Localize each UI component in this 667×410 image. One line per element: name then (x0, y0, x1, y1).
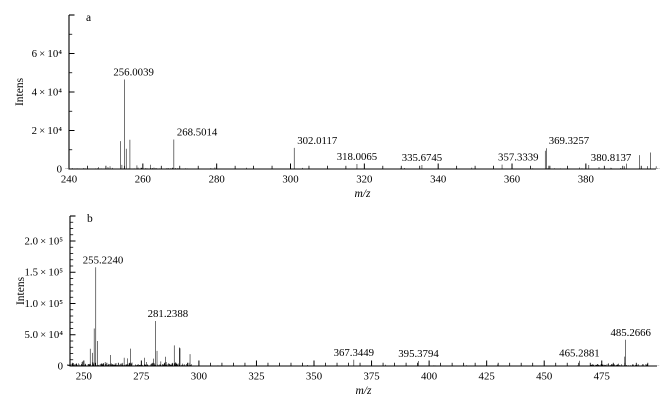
svg-text:260: 260 (135, 174, 151, 186)
svg-text:280: 280 (209, 174, 225, 186)
svg-text:380.8137: 380.8137 (591, 152, 632, 164)
svg-text:281.2388: 281.2388 (148, 308, 189, 320)
svg-text:340: 340 (430, 174, 446, 186)
svg-text:Intens: Intens (15, 276, 27, 305)
svg-text:256.0039: 256.0039 (113, 66, 153, 78)
svg-text:m/z: m/z (356, 385, 373, 397)
svg-text:2 × 10⁴: 2 × 10⁴ (32, 125, 63, 137)
svg-text:300: 300 (282, 174, 298, 186)
svg-text:302.0117: 302.0117 (297, 135, 338, 147)
svg-text:2.0 × 10⁵: 2.0 × 10⁵ (25, 235, 64, 247)
svg-text:450: 450 (536, 371, 552, 383)
svg-text:369.3257: 369.3257 (549, 135, 590, 147)
svg-text:485.2666: 485.2666 (610, 327, 651, 339)
svg-text:a: a (86, 12, 91, 24)
svg-text:240: 240 (61, 174, 77, 186)
svg-text:475: 475 (594, 371, 610, 383)
svg-text:465.2881: 465.2881 (559, 348, 600, 360)
svg-text:m/z: m/z (355, 188, 372, 200)
svg-text:380: 380 (578, 174, 594, 186)
svg-text:1.5 × 10⁵: 1.5 × 10⁵ (25, 267, 64, 279)
svg-text:275: 275 (133, 371, 149, 383)
svg-text:360: 360 (504, 174, 520, 186)
svg-text:1.0 × 10⁵: 1.0 × 10⁵ (25, 298, 64, 310)
svg-text:395.3794: 395.3794 (398, 348, 439, 360)
svg-text:425: 425 (479, 371, 495, 383)
svg-text:375: 375 (363, 371, 379, 383)
svg-text:335.6745: 335.6745 (402, 152, 443, 164)
svg-text:350: 350 (306, 371, 322, 383)
svg-text:400: 400 (421, 371, 437, 383)
svg-text:Intens: Intens (14, 77, 26, 106)
svg-text:318.0065: 318.0065 (337, 151, 378, 163)
svg-text:5.0 × 10⁴: 5.0 × 10⁴ (25, 329, 64, 341)
svg-text:320: 320 (356, 174, 372, 186)
svg-text:367.3449: 367.3449 (334, 347, 375, 359)
svg-text:4 × 10⁴: 4 × 10⁴ (32, 86, 63, 98)
svg-text:268.5014: 268.5014 (177, 127, 218, 139)
svg-text:250: 250 (76, 371, 92, 383)
svg-text:300: 300 (191, 371, 207, 383)
svg-text:357.3339: 357.3339 (498, 152, 538, 164)
svg-text:255.2240: 255.2240 (83, 254, 124, 266)
svg-text:325: 325 (248, 371, 264, 383)
svg-text:0: 0 (58, 360, 63, 372)
svg-text:6 × 10⁴: 6 × 10⁴ (32, 48, 63, 60)
svg-text:b: b (87, 213, 93, 225)
